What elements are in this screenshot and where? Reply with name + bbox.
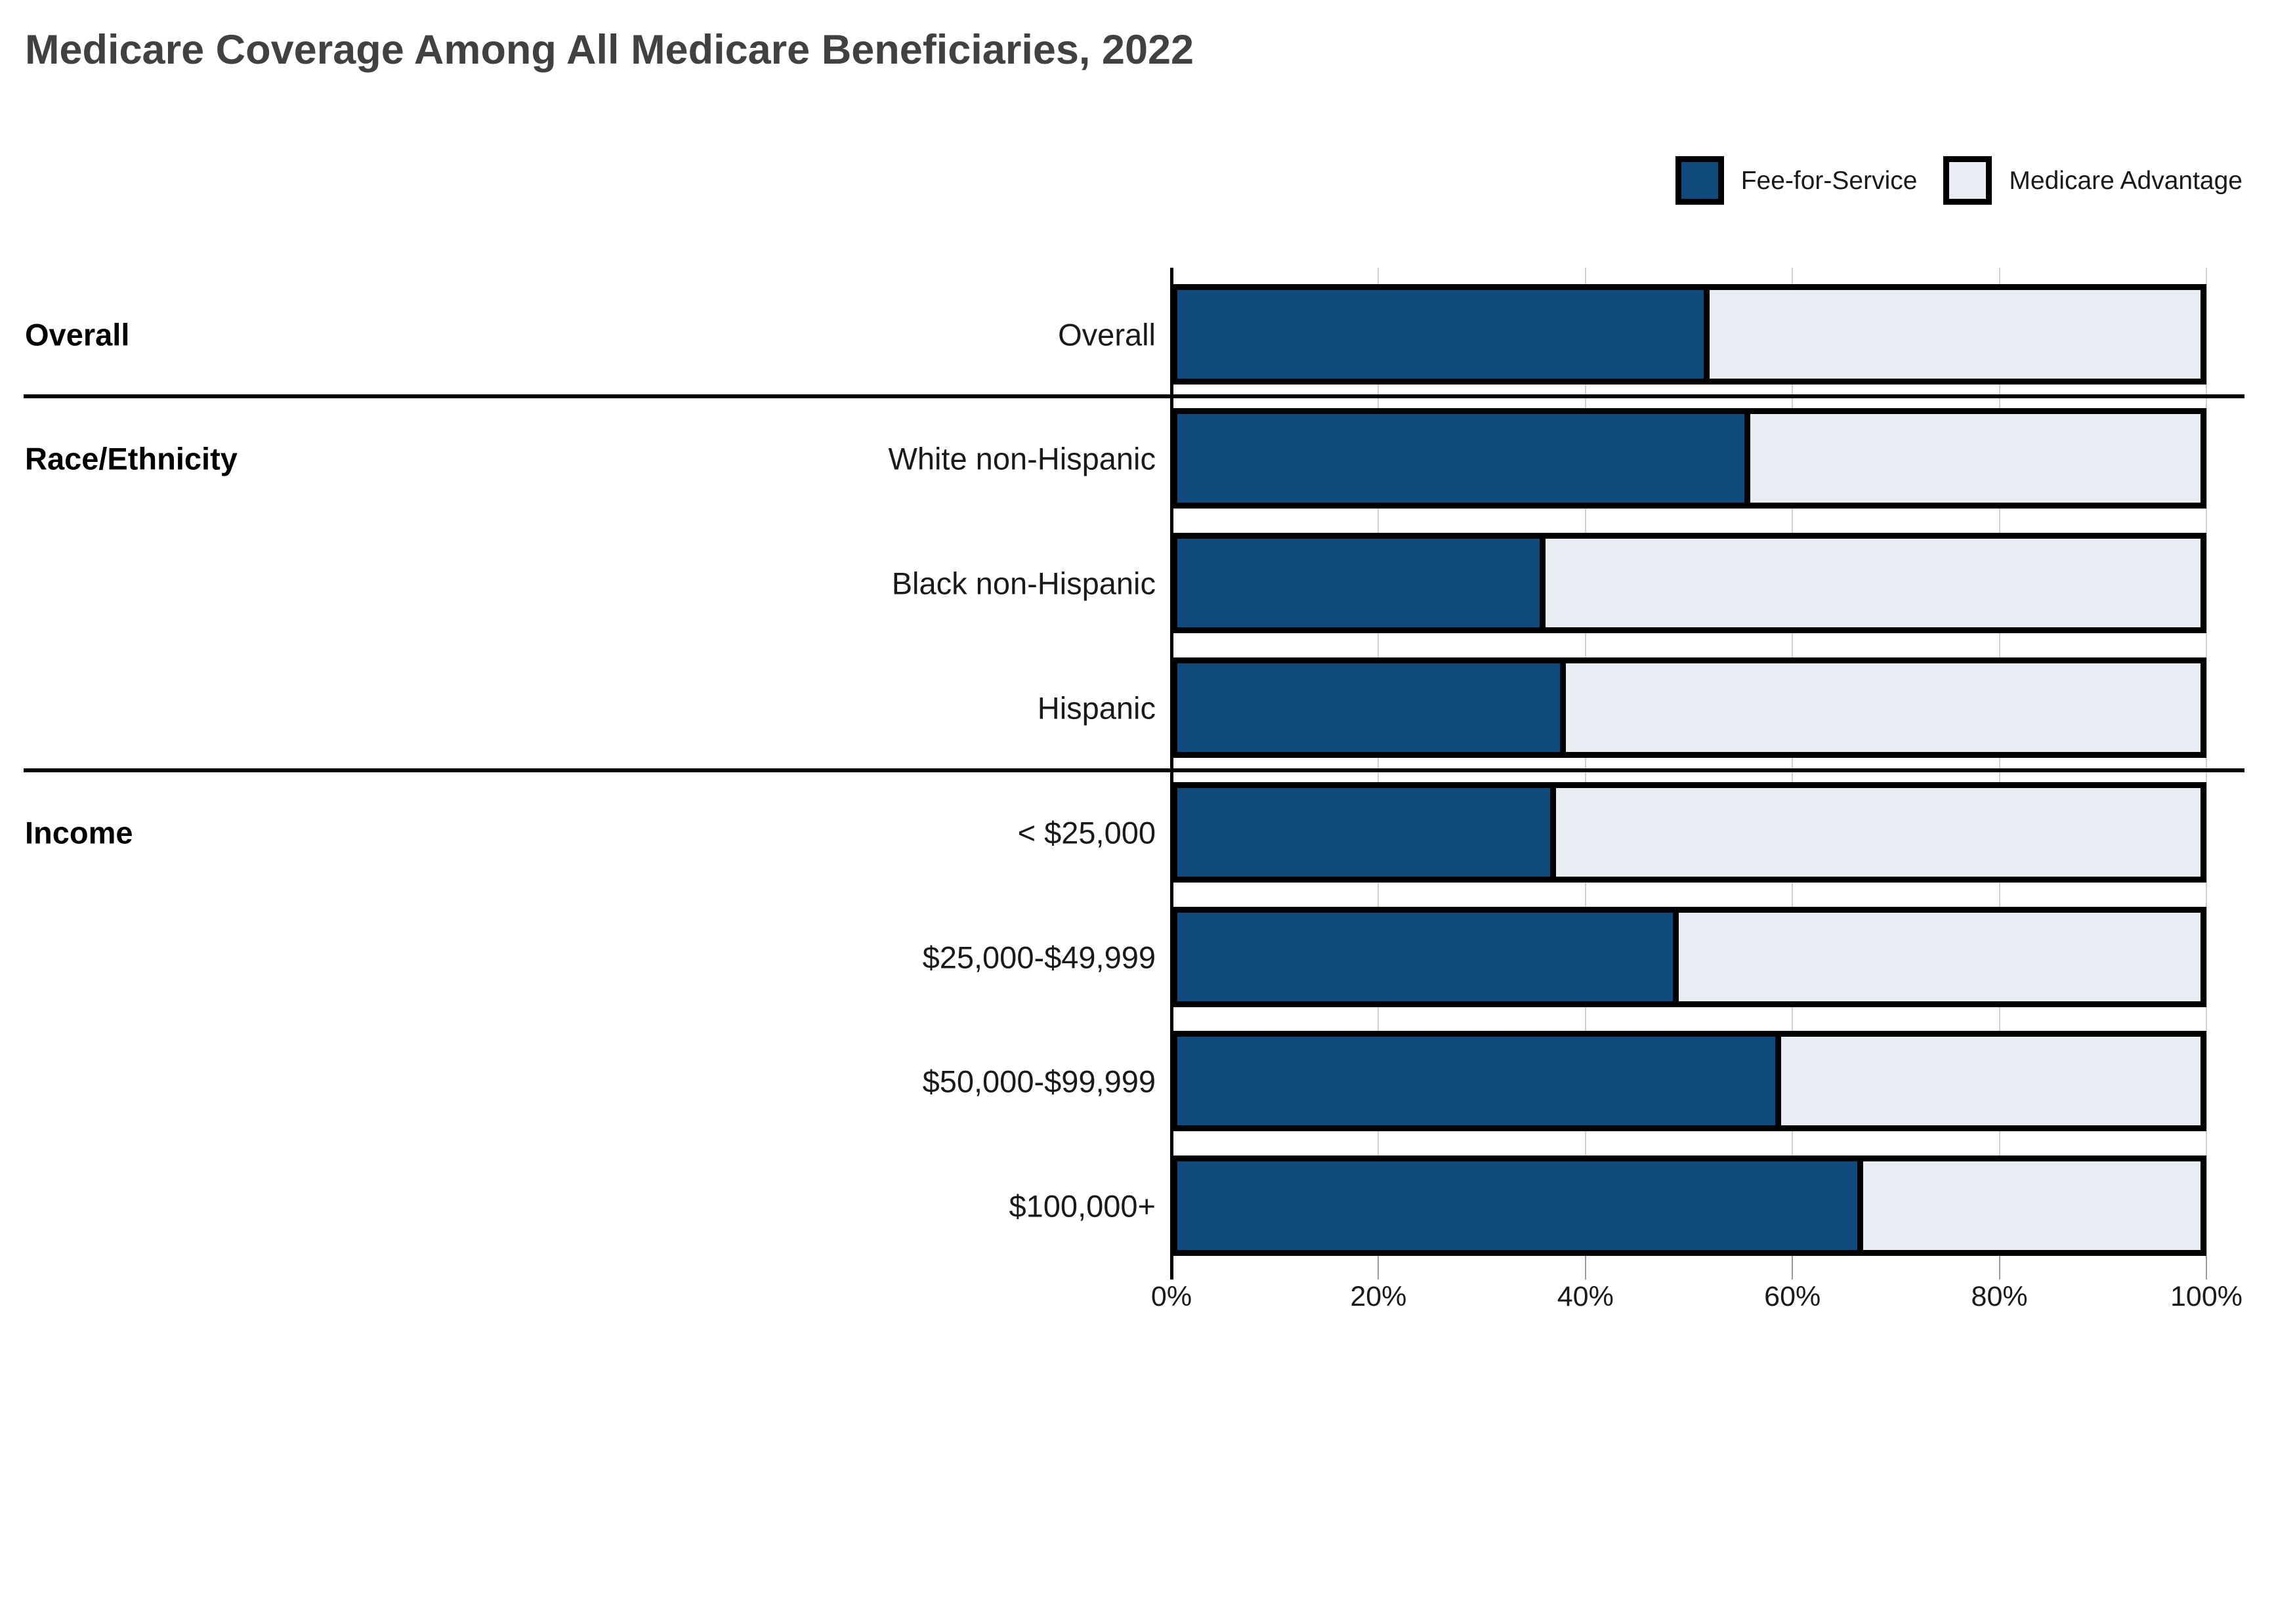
- axis-tick-label: 100%: [2170, 1281, 2242, 1312]
- bar-row: [1171, 1031, 2206, 1131]
- gridline-20: [1378, 268, 1379, 1256]
- fee-for-service-segment: [1177, 788, 1556, 877]
- axis-tick-40: [1584, 1256, 1586, 1280]
- bar-row: [1171, 284, 2206, 385]
- category-label: $50,000-$99,999: [922, 1064, 1156, 1098]
- group-label-race-ethnicity: Race/Ethnicity: [25, 441, 238, 476]
- fee-for-service-segment: [1177, 539, 1546, 627]
- axis-tick-80: [1998, 1256, 2000, 1280]
- legend-label: Medicare Advantage: [2009, 166, 2242, 195]
- fee-for-service-segment: [1177, 1161, 1863, 1250]
- medicare-advantage-swatch-icon: [1943, 156, 1992, 205]
- medicare-advantage-segment: [1863, 1161, 2200, 1250]
- fee-for-service-segment: [1177, 414, 1751, 503]
- gridline-40: [1584, 268, 1586, 1256]
- fee-for-service-swatch-icon: [1675, 156, 1724, 205]
- medicare-advantage-segment: [1546, 539, 2200, 627]
- medicare-advantage-segment: [1709, 290, 2200, 379]
- group-separator: [24, 768, 2244, 772]
- bar-row: [1171, 1156, 2206, 1256]
- medicare-advantage-segment: [1750, 414, 2200, 503]
- axis-tick-label: 80%: [1971, 1281, 2028, 1312]
- gridline-80: [1998, 268, 2000, 1256]
- gridline-60: [1792, 268, 1794, 1256]
- chart-title: Medicare Coverage Among All Medicare Ben…: [25, 27, 1194, 73]
- bar-row: [1171, 657, 2206, 758]
- bar-row: [1171, 907, 2206, 1007]
- group-label-income: Income: [25, 815, 133, 850]
- fee-for-service-segment: [1177, 290, 1710, 379]
- category-label: $25,000-$49,999: [922, 940, 1156, 974]
- fee-for-service-segment: [1177, 913, 1679, 1001]
- category-label: $100,000+: [1009, 1188, 1156, 1223]
- medicare-advantage-segment: [1780, 1037, 2200, 1125]
- gridline-100: [2206, 268, 2207, 1256]
- axis-tick-20: [1378, 1256, 1379, 1280]
- category-label: Overall: [1058, 317, 1156, 352]
- y-axis-spine: [1170, 268, 1173, 1280]
- axis-tick-60: [1792, 1256, 1794, 1280]
- bar-row: [1171, 533, 2206, 633]
- medicare-advantage-segment: [1566, 663, 2200, 752]
- category-label: < $25,000: [1017, 815, 1156, 850]
- axis-tick-label: 40%: [1557, 1281, 1614, 1312]
- category-label: Black non-Hispanic: [891, 566, 1156, 600]
- group-separator: [24, 394, 2244, 398]
- legend-label: Fee-for-Service: [1740, 166, 1918, 195]
- fee-for-service-segment: [1177, 663, 1567, 752]
- axis-tick-label: 60%: [1764, 1281, 1821, 1312]
- category-label: Hispanic: [1037, 690, 1156, 725]
- medicare-advantage-segment: [1678, 913, 2200, 1001]
- fee-for-service-segment: [1177, 1037, 1781, 1125]
- group-label-overall: Overall: [25, 317, 130, 352]
- axis-tick-label: 0%: [1150, 1281, 1192, 1312]
- legend: Fee-for-Service Medicare Advantage: [1675, 156, 2242, 205]
- legend-item-fee-for-service: Fee-for-Service: [1675, 156, 1918, 205]
- legend-item-medicare-advantage: Medicare Advantage: [1943, 156, 2242, 205]
- bar-row: [1171, 782, 2206, 883]
- axis-tick-label: 20%: [1350, 1281, 1407, 1312]
- bar-row: [1171, 408, 2206, 509]
- axis-tick-100: [2206, 1256, 2207, 1280]
- category-label: White non-Hispanic: [888, 441, 1156, 476]
- medicare-advantage-segment: [1555, 788, 2200, 877]
